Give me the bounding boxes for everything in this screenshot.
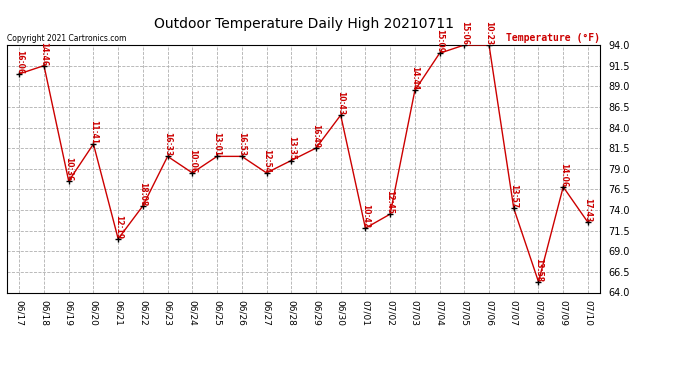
Text: 10:42: 10:42: [361, 204, 370, 228]
Text: 10:36: 10:36: [64, 157, 73, 181]
Text: 10:06: 10:06: [188, 149, 197, 173]
Text: 17:43: 17:43: [584, 198, 593, 222]
Text: 10:23: 10:23: [484, 21, 493, 45]
Text: Outdoor Temperature Daily High 20210711: Outdoor Temperature Daily High 20210711: [154, 17, 453, 31]
Text: 14:44: 14:44: [411, 66, 420, 90]
Text: 12:54: 12:54: [262, 149, 271, 173]
Text: 18:08: 18:08: [139, 182, 148, 206]
Text: 15:09: 15:09: [435, 29, 444, 53]
Text: 11:41: 11:41: [89, 120, 98, 144]
Text: 12:19: 12:19: [114, 215, 123, 239]
Text: Temperature (°F): Temperature (°F): [506, 33, 600, 42]
Text: 16:06: 16:06: [14, 50, 23, 74]
Text: 13:57: 13:57: [509, 184, 518, 209]
Text: 13:01: 13:01: [213, 132, 221, 156]
Text: 15:06: 15:06: [460, 21, 469, 45]
Text: 12:45: 12:45: [386, 190, 395, 214]
Text: 14:06: 14:06: [559, 163, 568, 187]
Text: 16:33: 16:33: [163, 132, 172, 156]
Text: 10:43: 10:43: [336, 91, 345, 115]
Text: 16:49: 16:49: [311, 124, 320, 148]
Text: 16:53: 16:53: [237, 132, 246, 156]
Text: Copyright 2021 Cartronics.com: Copyright 2021 Cartronics.com: [7, 33, 126, 42]
Text: 13:35: 13:35: [287, 136, 296, 160]
Text: 14:46: 14:46: [39, 42, 48, 66]
Text: 13:58: 13:58: [534, 258, 543, 282]
